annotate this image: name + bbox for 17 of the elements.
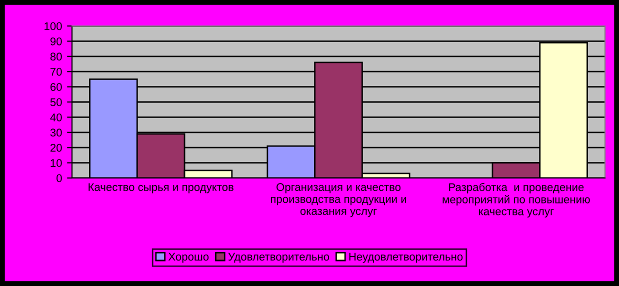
y-tick-label: 60 (50, 83, 62, 91)
x-tick-label: Разработка и проведение мероприятий по повышению качества услуг (442, 182, 590, 218)
legend-label: Неудовлетворительно (349, 252, 463, 263)
x-tick-label: Качество сырья и продуктов (88, 183, 234, 194)
y-tick-label: 0 (56, 174, 62, 182)
y-tick-label: 10 (50, 159, 62, 167)
y-tick-label: 50 (50, 98, 62, 106)
legend-label: Удовлетворительно (228, 252, 330, 263)
y-tick-label: 70 (50, 68, 62, 76)
legend-label: Хорошо (168, 252, 209, 263)
y-tick-label: 100 (44, 22, 62, 30)
y-tick-label: 90 (50, 37, 62, 46)
y-tick-label: 40 (50, 113, 62, 122)
y-tick-label: 30 (50, 128, 62, 137)
y-tick-label: 20 (50, 144, 62, 152)
y-tick-label: 80 (50, 52, 62, 61)
x-tick-label: Организация и качество производства продукции и оказания услуг (270, 183, 406, 218)
